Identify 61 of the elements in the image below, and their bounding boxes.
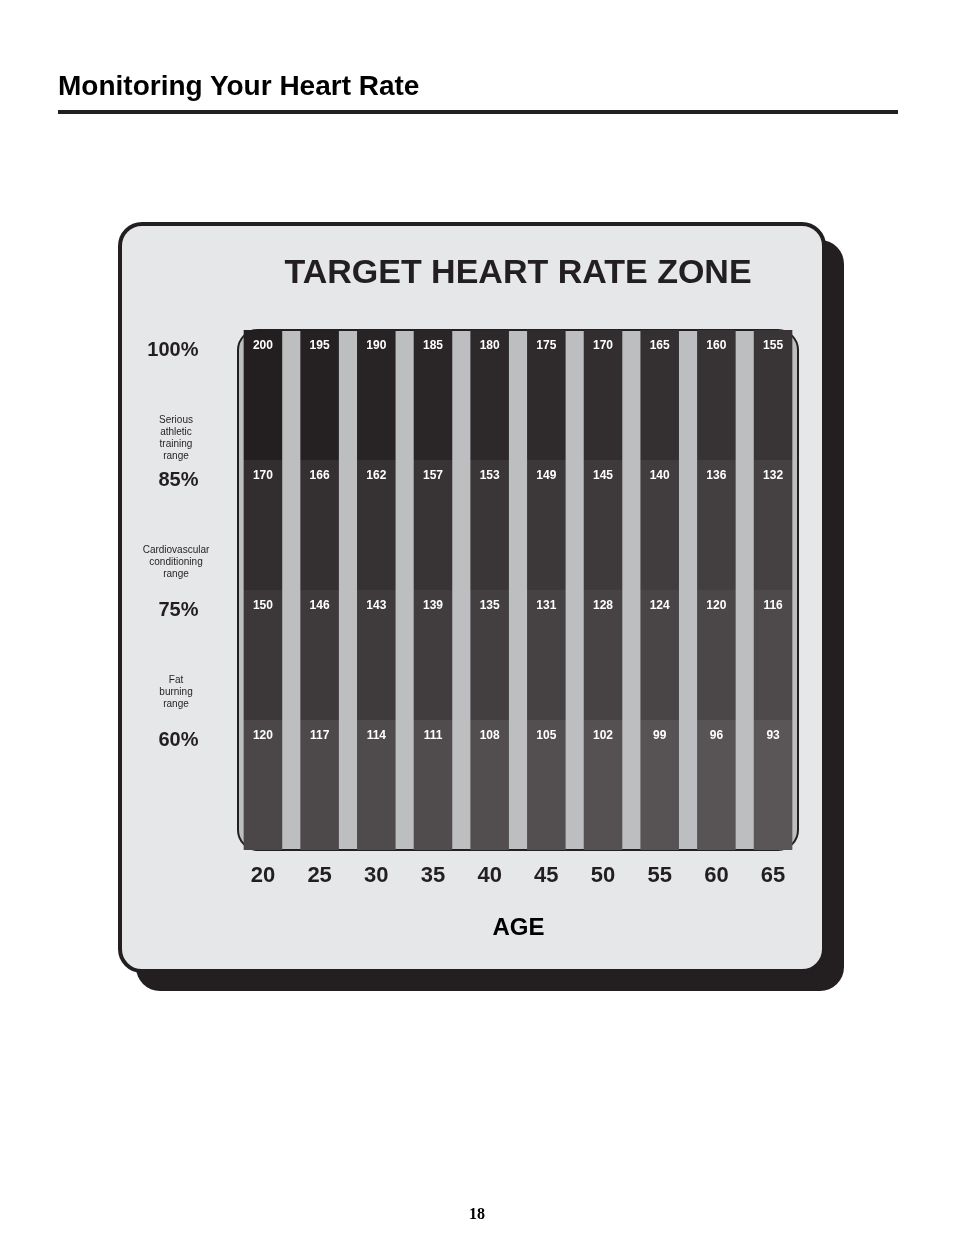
data-label: 145 (593, 468, 614, 482)
data-label: 165 (649, 338, 671, 352)
text: Fat burning range (159, 674, 193, 709)
data-label: 180 (479, 338, 500, 352)
data-label: 139 (422, 598, 444, 612)
data-label: 150 (252, 598, 274, 612)
data-label: 128 (593, 598, 614, 612)
data-label: 96 (709, 728, 724, 742)
data-label: 120 (252, 728, 274, 742)
data-label: 146 (309, 598, 330, 612)
x-axis-title: AGE (492, 912, 545, 940)
x-tick-label: 60 (704, 861, 729, 887)
data-label: 160 (706, 338, 727, 352)
data-label: 111 (423, 728, 443, 742)
data-label: 200 (252, 338, 274, 352)
data-label: 170 (252, 468, 274, 482)
data-label: 190 (366, 338, 387, 352)
data-label: 93 (766, 728, 781, 742)
data-label: 135 (479, 598, 500, 612)
x-tick-label: 50 (590, 861, 616, 887)
x-tick-label: 65 (760, 861, 786, 887)
data-label: 99 (653, 728, 667, 742)
y-tick-label: 85% (158, 468, 199, 490)
y-tick-label: 60% (158, 728, 199, 750)
data-label: 185 (422, 338, 444, 352)
x-tick-label: 45 (534, 861, 559, 887)
text: 18 (468, 1205, 486, 1223)
text: Monitoring Your Heart Rate (58, 70, 898, 114)
data-label: 143 (366, 598, 387, 612)
data-label: 195 (309, 338, 330, 352)
data-label: 157 (422, 468, 444, 482)
data-label: 140 (649, 468, 671, 482)
x-tick-label: 30 (364, 861, 389, 887)
x-tick-label: 35 (420, 861, 446, 887)
x-tick-label: 20 (250, 861, 276, 887)
data-label: 170 (593, 338, 614, 352)
data-label: 120 (706, 598, 727, 612)
data-label: 102 (593, 728, 614, 742)
data-label: 105 (536, 728, 557, 742)
x-tick-label: 25 (307, 861, 332, 887)
data-label: 116 (763, 598, 784, 612)
data-label: 136 (706, 468, 727, 482)
data-label: 132 (763, 468, 784, 482)
data-label: 175 (536, 338, 557, 352)
y-tick-label: 100% (147, 338, 199, 360)
data-label: 108 (479, 728, 500, 742)
x-tick-label: 55 (647, 861, 672, 887)
data-label: 162 (366, 468, 387, 482)
data-label: 149 (536, 468, 557, 482)
data-label: 153 (479, 468, 500, 482)
data-label: 131 (536, 598, 557, 612)
y-tick-label: 75% (158, 598, 199, 620)
data-label: 114 (366, 728, 387, 742)
text: Serious athletic training range (159, 414, 193, 461)
data-label: 124 (649, 598, 671, 612)
text: Cardiovascular conditioning range (142, 544, 211, 579)
data-label: 166 (309, 468, 330, 482)
x-tick-label: 40 (477, 861, 502, 887)
data-label: 155 (763, 338, 784, 352)
chart-title: TARGET HEART RATE ZONE (284, 252, 752, 290)
data-label: 117 (309, 728, 330, 742)
